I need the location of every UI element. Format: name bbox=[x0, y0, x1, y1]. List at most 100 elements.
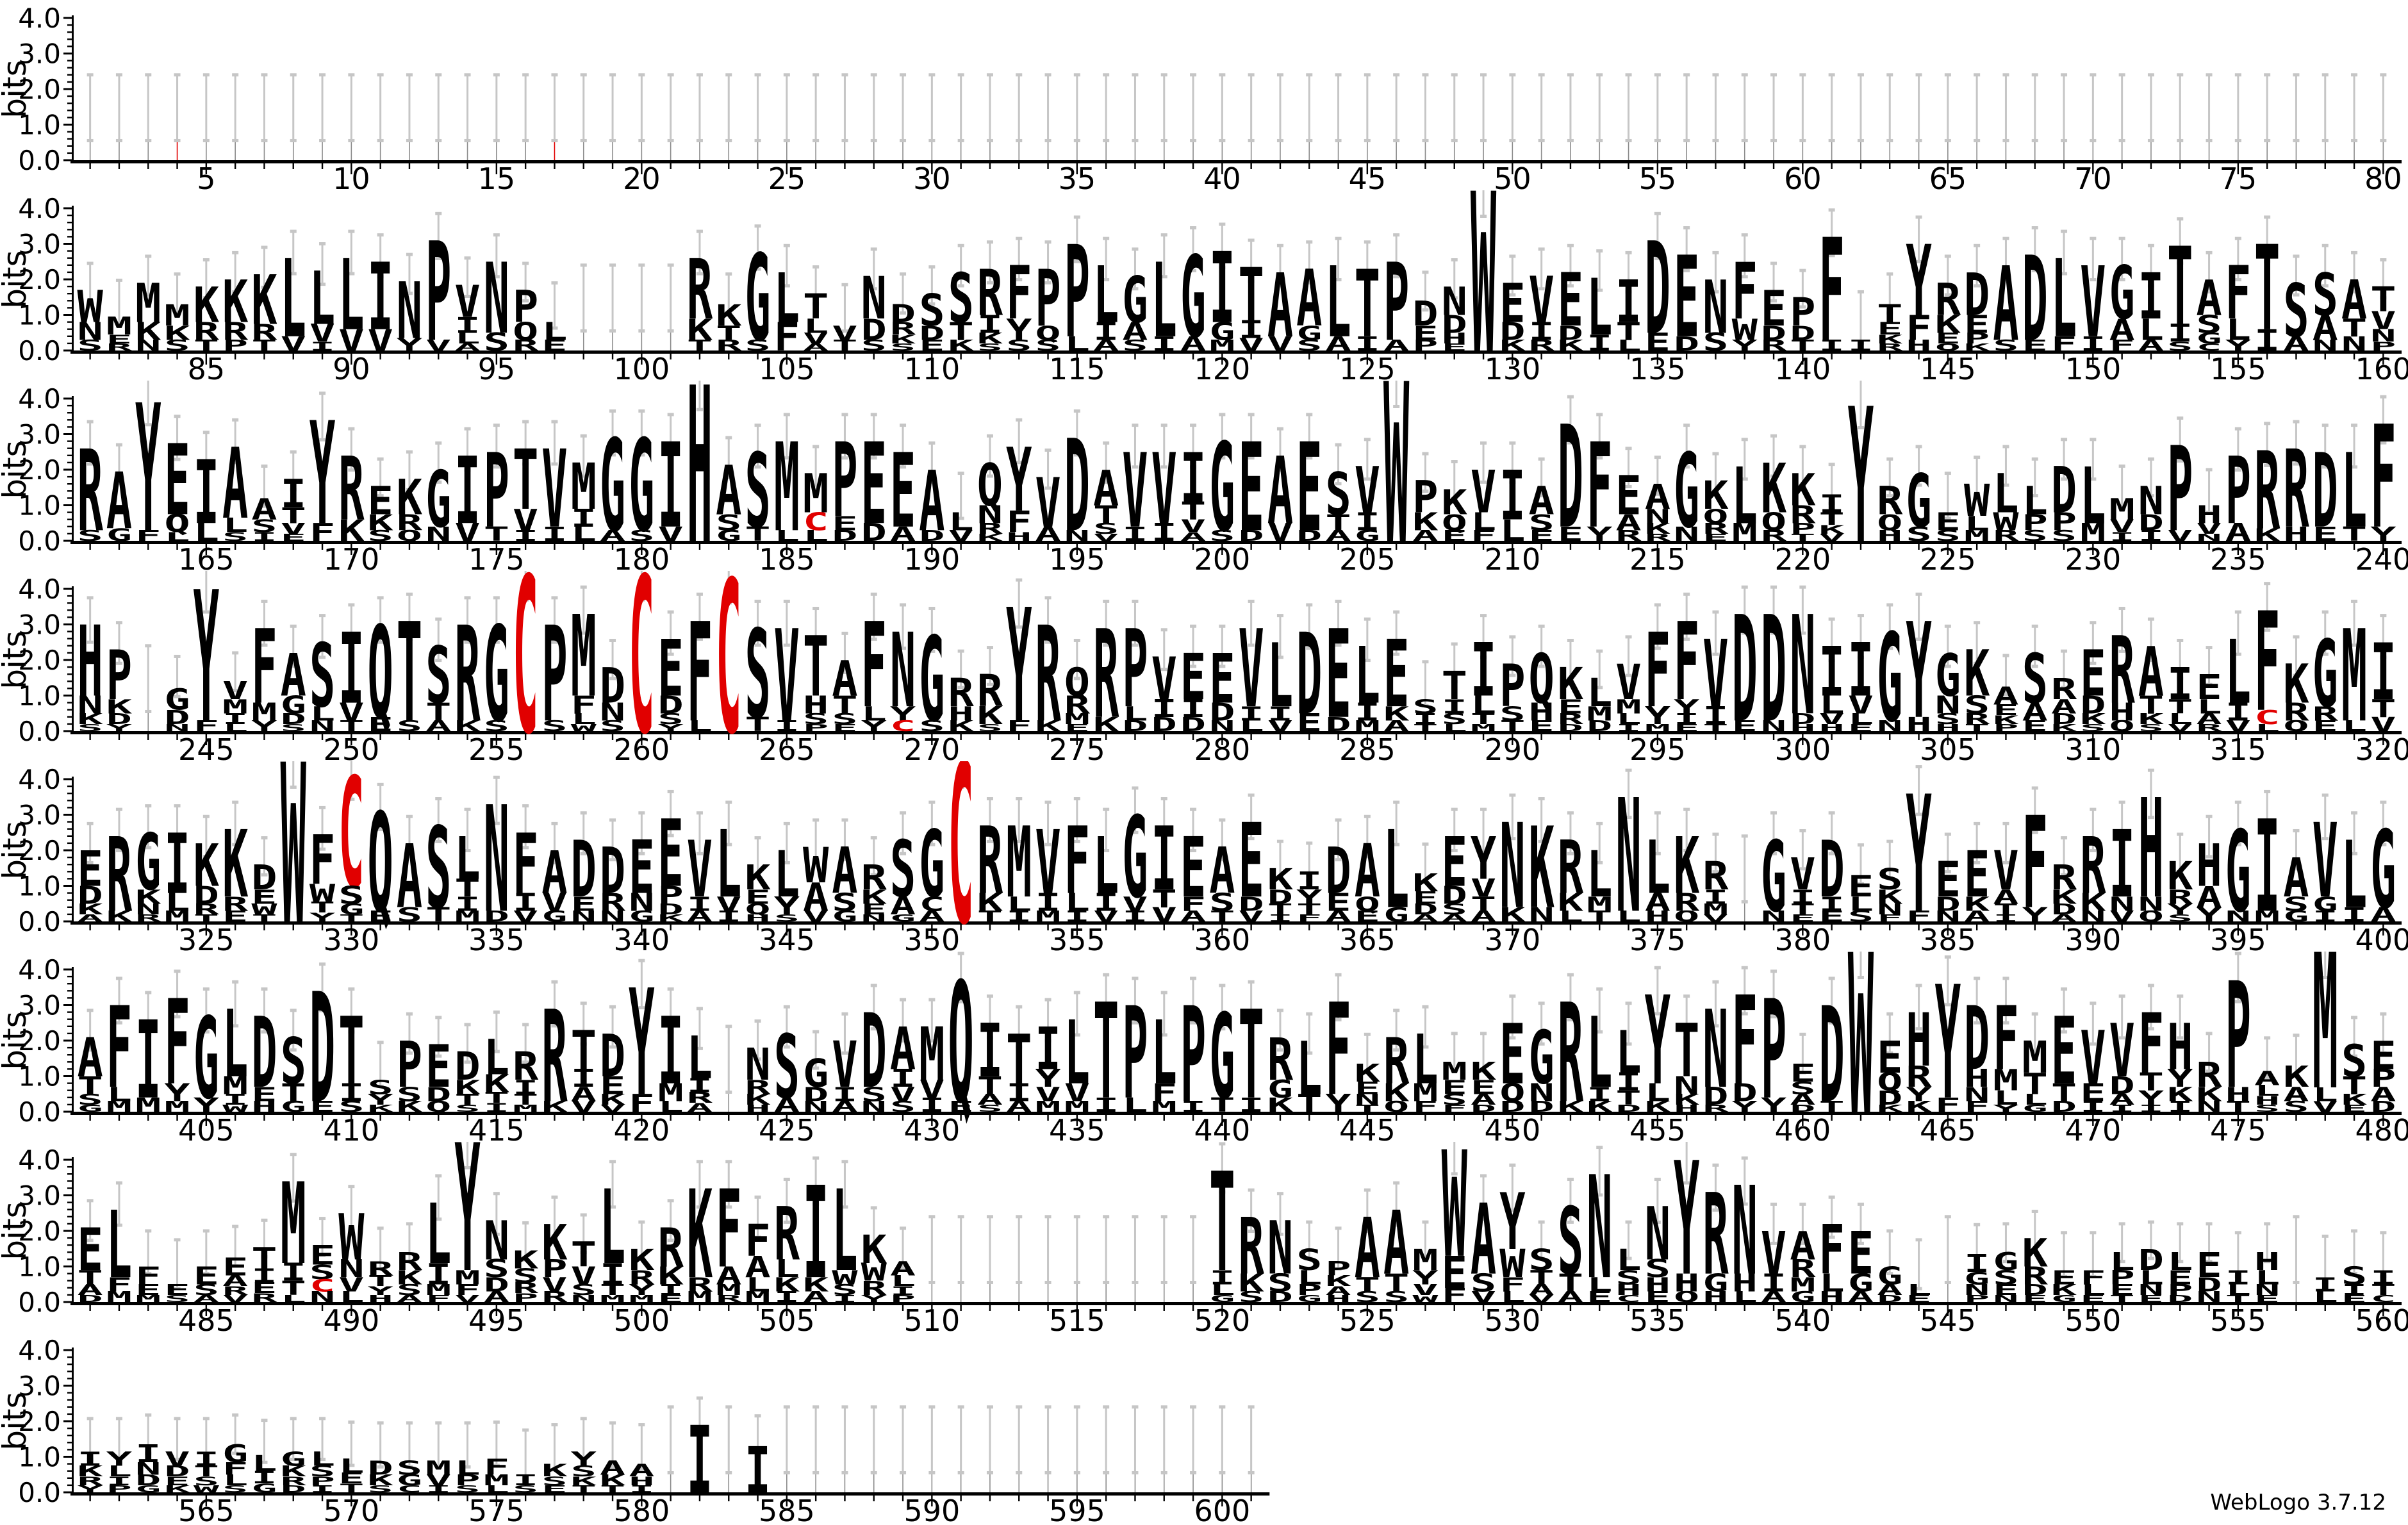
svg-text:S: S bbox=[164, 337, 190, 354]
logo-column-197: VI bbox=[1122, 431, 1148, 551]
logo-column-354: VIM bbox=[1035, 812, 1060, 925]
svg-text:A: A bbox=[832, 1098, 857, 1115]
svg-text:A: A bbox=[803, 1289, 829, 1305]
x-tick-label: 85 bbox=[188, 352, 226, 381]
svg-text:M: M bbox=[1209, 337, 1235, 354]
logo-column-187: PED bbox=[832, 420, 857, 544]
logo-column-184: ST bbox=[745, 431, 770, 551]
svg-text:E: E bbox=[1848, 722, 1874, 734]
svg-text:T: T bbox=[1499, 718, 1525, 734]
logo-column-359: EFA bbox=[1180, 820, 1206, 925]
x-tick-label: 110 bbox=[903, 352, 960, 381]
logo-column-324: ILM bbox=[164, 816, 190, 925]
svg-text:L: L bbox=[1064, 333, 1090, 356]
svg-text:P: P bbox=[1412, 337, 1438, 354]
svg-text:K: K bbox=[948, 337, 974, 354]
logo-column-336: FIV bbox=[513, 816, 538, 925]
svg-text:C: C bbox=[2370, 1293, 2396, 1305]
svg-text:D: D bbox=[1558, 722, 1583, 734]
logo-column-339: DRN bbox=[600, 834, 626, 925]
svg-text:T: T bbox=[2109, 1293, 2135, 1305]
svg-text:T: T bbox=[251, 912, 277, 924]
svg-text:T: T bbox=[2225, 1293, 2251, 1305]
svg-text:G: G bbox=[1355, 527, 1380, 544]
svg-text:I: I bbox=[716, 908, 741, 925]
logo-column-375: LAH bbox=[1645, 826, 1670, 925]
logo-column-353: MLI bbox=[1006, 806, 1032, 925]
logo-column-103: KTR bbox=[716, 299, 742, 354]
svg-text:K: K bbox=[106, 908, 132, 925]
svg-text:A: A bbox=[1412, 912, 1438, 924]
logo-column-124: LA bbox=[1325, 246, 1351, 359]
svg-text:K: K bbox=[397, 1098, 422, 1115]
logo-column-571: DKS bbox=[368, 1457, 393, 1495]
logo-column-542: EGA bbox=[1848, 1219, 1874, 1305]
logo-column-392: HNQ bbox=[2138, 771, 2164, 930]
logo-column-277: PLD bbox=[1122, 608, 1148, 735]
svg-text:L: L bbox=[774, 527, 800, 544]
svg-text:N: N bbox=[2080, 908, 2106, 925]
svg-text:Y: Y bbox=[2022, 904, 2049, 927]
logo-column-127: DEP bbox=[1412, 295, 1438, 354]
logo-column-450: EQD bbox=[1499, 1007, 1525, 1115]
logo-column-190: AD bbox=[919, 454, 944, 550]
logo-column-444: FY bbox=[1325, 977, 1351, 1124]
svg-text:V: V bbox=[368, 324, 393, 358]
svg-text:Y: Y bbox=[1848, 381, 1874, 571]
logo-column-155: FLY bbox=[2225, 251, 2251, 354]
svg-text:D: D bbox=[1122, 718, 1148, 734]
svg-text:T: T bbox=[832, 337, 857, 354]
logo-column-173: GN bbox=[425, 455, 451, 545]
svg-text:C: C bbox=[513, 571, 538, 761]
logo-column-331: QE bbox=[368, 786, 393, 944]
logo-column-386: EKA bbox=[1964, 838, 1990, 925]
logo-column-107: VT bbox=[832, 322, 857, 354]
logo-column-426: GDN bbox=[803, 1051, 829, 1115]
svg-text:M: M bbox=[1355, 718, 1380, 734]
svg-text:I: I bbox=[1993, 912, 2018, 924]
svg-text:F: F bbox=[2109, 337, 2135, 354]
x-tick-label: 530 bbox=[1484, 1303, 1540, 1332]
svg-text:F: F bbox=[1412, 1098, 1438, 1115]
logo-column-318: GRE bbox=[2313, 621, 2339, 735]
svg-text:I: I bbox=[2313, 908, 2338, 925]
x-tick-label: 295 bbox=[1629, 732, 1686, 761]
logo-column-159: ATN bbox=[2341, 269, 2367, 356]
x-tick-label: 75 bbox=[2220, 161, 2257, 190]
logo-column-410: TIS bbox=[338, 998, 364, 1115]
x-tick-label: 120 bbox=[1194, 352, 1250, 381]
svg-text:A: A bbox=[1848, 1289, 1874, 1305]
logo-column-115: PL bbox=[1064, 218, 1090, 366]
x-tick-label: 560 bbox=[2355, 1303, 2408, 1332]
svg-text:E: E bbox=[658, 1293, 684, 1305]
svg-text:G: G bbox=[832, 908, 857, 925]
logo-column-315: LIV bbox=[2225, 622, 2251, 735]
logo-column-390: RKN bbox=[2080, 821, 2106, 925]
svg-text:W: W bbox=[1848, 952, 1874, 1142]
svg-text:T: T bbox=[425, 904, 451, 927]
y-axis-title: bits bbox=[0, 821, 33, 879]
logo-column-465: YF bbox=[1935, 953, 1961, 1135]
logo-column-263: C bbox=[716, 571, 741, 761]
logo-column-249: SLN bbox=[309, 625, 335, 734]
svg-text:S: S bbox=[338, 1098, 364, 1115]
